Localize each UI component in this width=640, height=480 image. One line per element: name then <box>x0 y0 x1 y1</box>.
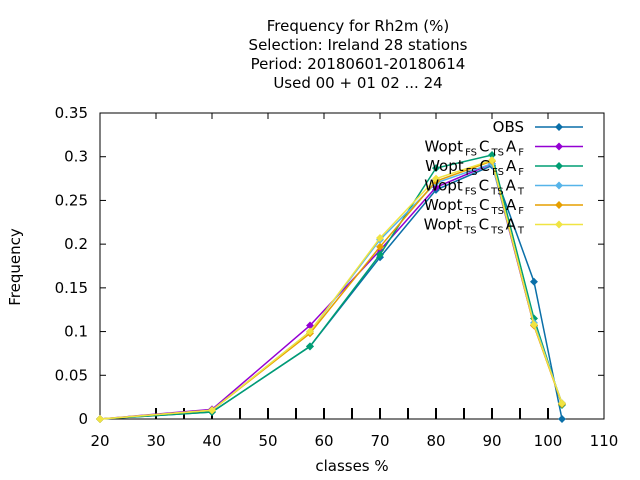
legend-swatch-marker <box>555 201 563 209</box>
legend-item: Wopt FS C TS A F <box>425 138 583 159</box>
x-tick-label: 50 <box>258 432 277 450</box>
legend-item: OBS <box>493 118 583 136</box>
data-point <box>488 151 496 159</box>
x-tick-label: 40 <box>202 432 221 450</box>
chart-title-line: Used 00 + 01 02 ... 24 <box>273 74 442 92</box>
data-point <box>432 174 440 183</box>
y-tick-label: 0.35 <box>55 104 88 122</box>
data-point <box>376 234 384 242</box>
y-tick-label: 0.25 <box>55 191 88 209</box>
data-point <box>306 327 314 336</box>
legend-item: Wopt FS C FS A F <box>425 157 583 178</box>
chart-title-line: Period: 20180601-20180614 <box>251 55 466 73</box>
y-tick-label: 0.15 <box>55 279 88 297</box>
legend-swatch-marker <box>555 162 563 170</box>
series-line <box>99 164 563 420</box>
y-axis-label: Frequency <box>6 228 24 306</box>
legend-swatch-marker <box>555 220 563 229</box>
x-tick-label: 110 <box>590 432 619 450</box>
legend-label: Wopt FS C FS A F <box>425 157 524 178</box>
series-6 <box>96 156 566 423</box>
x-tick-label: 90 <box>482 432 501 450</box>
plot-series <box>96 151 566 423</box>
x-axis-label: classes % <box>315 457 388 475</box>
data-point <box>558 415 566 423</box>
data-point <box>488 156 496 165</box>
data-point <box>208 406 216 415</box>
data-point <box>558 399 566 408</box>
legend-label: Wopt FS C TS A T <box>424 177 525 198</box>
y-tick-label: 0.2 <box>64 235 88 253</box>
data-point <box>306 321 314 330</box>
data-point <box>376 242 384 251</box>
data-point <box>96 415 104 423</box>
series-2 <box>96 159 566 423</box>
plot-axes: 20 30 40 50 60 70 80 90 100 110 0 0.05 0.1 0.15 0.2 0.2… <box>55 104 619 450</box>
x-tick-label: 80 <box>426 432 445 450</box>
legend-swatch-marker <box>555 181 563 190</box>
series-line <box>99 159 563 420</box>
legend-label: Wopt TS C TS A T <box>424 216 525 237</box>
legend-swatch-marker <box>555 142 563 151</box>
y-tick-label: 0.3 <box>64 148 88 166</box>
series-line <box>99 160 563 420</box>
data-point <box>432 164 440 173</box>
series-1 <box>96 161 566 423</box>
x-tick-label: 70 <box>370 432 389 450</box>
legend-item: Wopt TS C TS A F <box>424 196 583 217</box>
legend-label: Wopt TS C TS A F <box>424 196 524 217</box>
chart-title-line: Selection: Ireland 28 stations <box>249 36 468 54</box>
legend-swatch-marker <box>555 123 563 131</box>
x-tick-label: 100 <box>534 432 563 450</box>
data-point <box>376 250 384 259</box>
y-tick-label: 0 <box>78 410 88 428</box>
data-point <box>530 277 538 286</box>
data-point <box>306 342 314 351</box>
series-line <box>99 162 563 420</box>
legend-label: OBS <box>493 118 524 136</box>
chart-title-line: Frequency for Rh2m (%) <box>267 17 449 35</box>
legend-item: Wopt TS C TS A T <box>424 216 583 237</box>
x-tick-label: 60 <box>314 432 333 450</box>
y-tick-label: 0.1 <box>64 323 88 341</box>
chart-title: Frequency for Rh2m (%)Selection: Ireland… <box>249 17 468 92</box>
series-line <box>99 162 563 420</box>
series-4 <box>96 159 566 423</box>
legend-item: Wopt FS C TS A T <box>424 177 583 198</box>
y-tick-label: 0.05 <box>55 366 88 384</box>
x-tick-label: 30 <box>146 432 165 450</box>
x-tick-label: 20 <box>90 432 109 450</box>
legend-label: Wopt FS C TS A F <box>425 138 525 159</box>
